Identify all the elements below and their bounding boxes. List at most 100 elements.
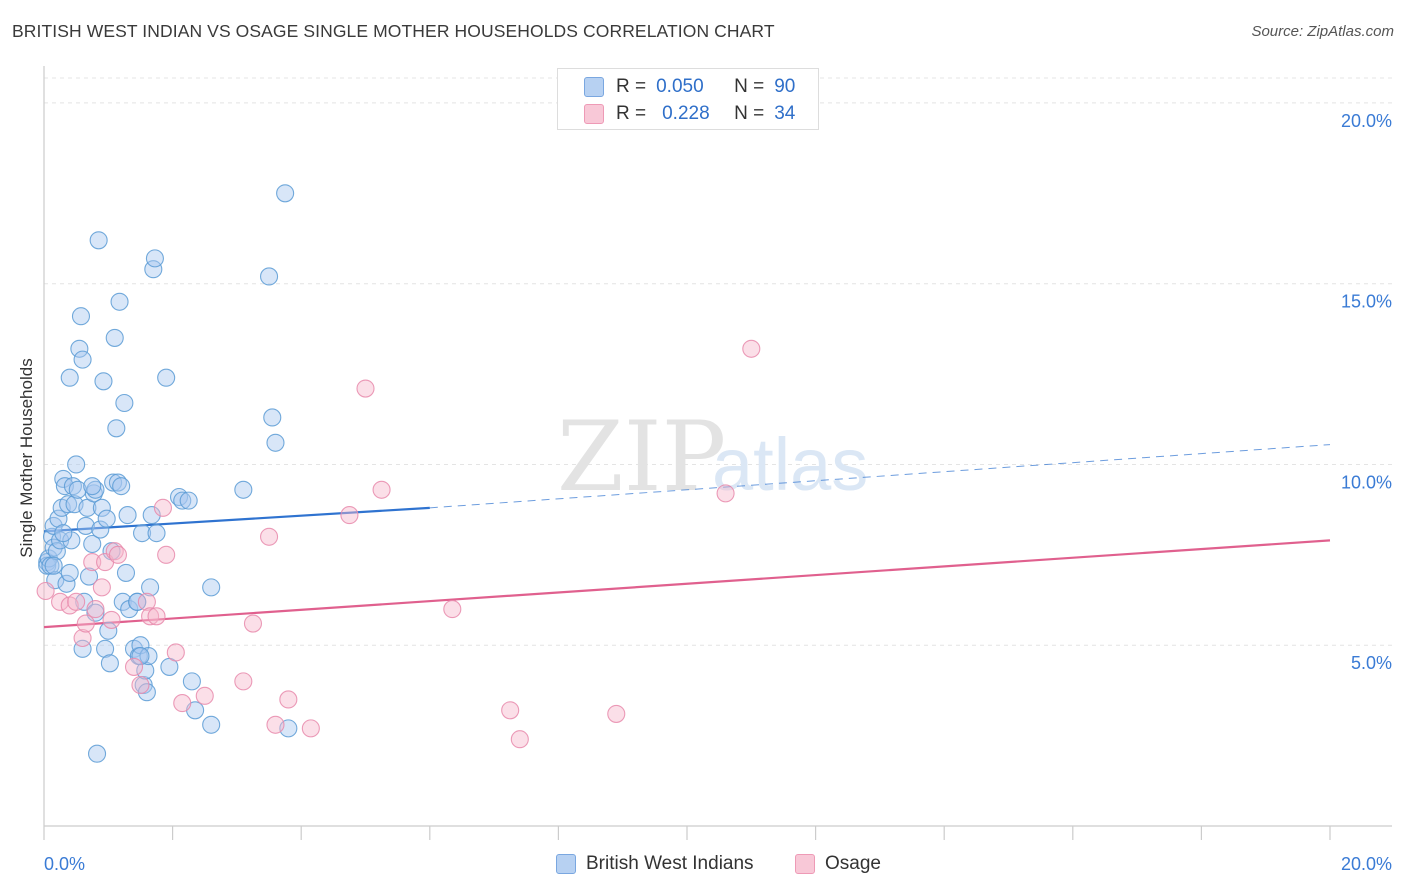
legend-row-british-west-indians: R = 0.050 N = 90 (584, 75, 795, 99)
series-label: Osage (825, 853, 881, 874)
british-west-indians-point (79, 567, 99, 586)
british-west-indians-point (44, 556, 63, 575)
osage-point (131, 675, 150, 695)
legend-swatch-pink (584, 104, 604, 124)
british-west-indians-point (86, 480, 105, 499)
watermark-zip: ZIP (557, 401, 726, 513)
series-swatch-blue (556, 854, 576, 874)
osage-point (259, 527, 279, 546)
osage-point (279, 690, 298, 709)
osage-point (301, 719, 320, 738)
osage-point (157, 545, 176, 564)
legend-n-value: 90 (774, 76, 796, 97)
british-west-indians-point (142, 506, 161, 525)
british-west-indians-point (60, 563, 79, 582)
british-west-indians-point (116, 563, 136, 582)
osage-point (105, 542, 124, 561)
osage-point (137, 592, 156, 611)
osage-point (356, 379, 375, 398)
legend-r-label: R = (616, 103, 647, 124)
legend-n-value: 34 (774, 103, 796, 124)
british-west-indians-point (47, 542, 66, 561)
british-west-indians-point (145, 249, 164, 268)
british-west-indians-point (100, 654, 119, 673)
osage-point (243, 614, 263, 633)
series-swatch-pink (795, 854, 815, 874)
legend-r-value: 0.228 (662, 103, 710, 124)
british-west-indians-point (83, 477, 102, 496)
british-west-indians-point (54, 524, 73, 543)
british-west-indians-point (57, 574, 76, 593)
source-attribution: Source: ZipAtlas.com (1251, 23, 1394, 40)
tick-labels: 5.0% 10.0% 15.0% 20.0% 0.0% 20.0% (44, 111, 1392, 874)
british-west-indians-point (70, 339, 89, 358)
british-west-indians-point (136, 661, 155, 680)
legend-row-osage: R = 0.228 N = 34 (584, 102, 795, 126)
british-west-indians-point (76, 516, 95, 535)
osage-point (266, 715, 285, 734)
british-west-indians-point (128, 592, 147, 611)
british-west-indians-point (263, 408, 282, 427)
osage-point (108, 545, 127, 564)
osage-point (147, 607, 166, 626)
osage-point (166, 643, 185, 662)
legend-n-label: N = (734, 103, 765, 124)
osage-point (501, 701, 520, 720)
y-axis-label: Single Mother Households (17, 358, 36, 558)
british-west-indians-point (91, 520, 110, 539)
osage-point (141, 607, 160, 626)
british-west-indians-point (89, 231, 108, 250)
osage-point (124, 657, 144, 676)
british-west-indians-point (147, 524, 166, 543)
osage-point (36, 581, 55, 601)
y-tick-label: 15.0% (1341, 292, 1392, 312)
british-west-indians-point (54, 469, 73, 488)
osage-point (86, 600, 105, 619)
british-west-indians-point (94, 372, 113, 391)
osage-point (73, 628, 92, 648)
british-west-indians-point (97, 509, 116, 528)
osage-point (195, 686, 214, 705)
british-west-indians-point (67, 455, 86, 474)
british-west-indians-point (108, 473, 127, 492)
british-west-indians-point (73, 350, 92, 369)
legend-r-label: R = (616, 76, 647, 97)
y-tick-label: 20.0% (1341, 111, 1392, 131)
chart-title: BRITISH WEST INDIAN VS OSAGE SINGLE MOTH… (12, 21, 775, 41)
watermark: ZIP atlas (557, 401, 868, 513)
series-legend-british-west-indians[interactable]: British West Indians (556, 852, 754, 876)
x-tick-label-min: 0.0% (44, 854, 85, 874)
british-west-indians-point (169, 487, 189, 507)
british-west-indians-point (49, 509, 68, 528)
british-west-indians-point (141, 578, 160, 597)
british-west-indians-point (87, 744, 107, 763)
y-tick-label: 5.0% (1351, 653, 1392, 673)
osage-trend-line (43, 539, 1331, 629)
osage-point (67, 592, 86, 611)
british-west-indians-point (234, 480, 253, 499)
y-tick-label: 10.0% (1341, 472, 1392, 492)
british-west-indians-point (92, 498, 111, 517)
british-west-indians-point (107, 419, 126, 438)
series-legend-osage[interactable]: Osage (795, 852, 881, 876)
osage-point (443, 600, 462, 619)
british-west-indians-point (59, 495, 78, 514)
legend-swatch-blue (584, 77, 604, 97)
british-west-indians-point (202, 578, 221, 597)
british-west-indians-point (157, 368, 176, 387)
osage-point (234, 672, 253, 691)
british-west-indians-point (44, 538, 63, 557)
legend-n-label: N = (734, 76, 765, 97)
british-west-indians-point (133, 524, 152, 543)
legend-r-value: 0.050 (656, 76, 704, 97)
british-west-indians-point (202, 715, 221, 734)
osage-point (607, 704, 626, 723)
osage-point (173, 694, 192, 713)
british-west-indians-point (266, 433, 285, 452)
british-west-indians-point (173, 491, 192, 510)
correlation-legend: R = 0.050 N = 90 R = 0.228 N = 34 (557, 68, 819, 130)
osage-point (372, 480, 391, 499)
osage-point (510, 730, 529, 749)
british-west-indians-point (182, 672, 201, 691)
british-west-indians-point (99, 621, 118, 640)
